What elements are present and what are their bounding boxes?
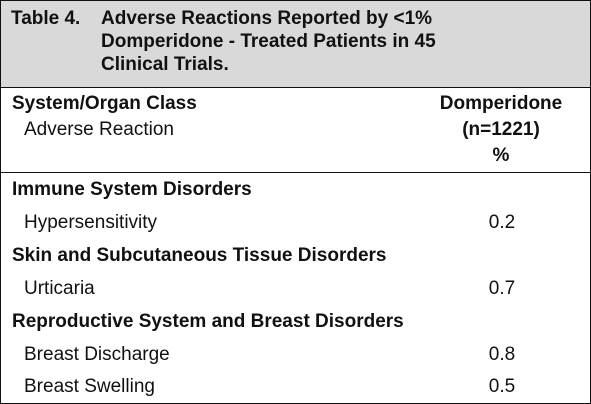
table-title: Adverse Reactions Reported by <1% Domper… [101, 8, 436, 75]
column-header-domperidone-n: (n=1221) [462, 119, 540, 140]
reaction-label: Hypersensitivity [24, 212, 158, 233]
group-label-immune: Immune System Disorders [12, 179, 252, 200]
table-row: Urticaria 0.7 [1, 272, 590, 305]
column-header-domperidone-unit: % [492, 145, 510, 166]
reaction-value: 0.8 [488, 344, 516, 365]
reaction-value: 0.2 [488, 212, 516, 233]
reaction-value: 0.5 [488, 376, 516, 397]
reaction-value: 0.7 [488, 278, 516, 299]
column-header-system-organ-class: System/Organ Class [12, 93, 197, 114]
table-number: Table 4. [11, 8, 81, 29]
table-caption: Table 4. Adverse Reactions Reported by <… [1, 1, 590, 88]
reaction-label: Breast Swelling [24, 376, 155, 397]
table-row-group: Reproductive System and Breast Disorders [1, 305, 590, 338]
table-row: Hypersensitivity 0.2 [1, 206, 590, 239]
table-row: Breast Swelling 0.5 [1, 370, 590, 403]
group-label-reproductive: Reproductive System and Breast Disorders [12, 311, 404, 332]
group-label-skin: Skin and Subcutaneous Tissue Disorders [12, 245, 387, 266]
table-row-group: Immune System Disorders [1, 173, 590, 206]
reaction-label: Urticaria [24, 278, 95, 299]
reaction-label: Breast Discharge [24, 344, 170, 365]
column-header-adverse-reaction: Adverse Reaction [24, 119, 174, 140]
table-header: System/Organ Class Adverse Reaction Domp… [1, 88, 590, 173]
table-row-group: Skin and Subcutaneous Tissue Disorders [1, 239, 590, 272]
column-header-domperidone-name: Domperidone [439, 93, 563, 114]
table-row: Breast Discharge 0.8 [1, 338, 590, 371]
column-header-domperidone: Domperidone (n=1221) % [411, 91, 591, 169]
